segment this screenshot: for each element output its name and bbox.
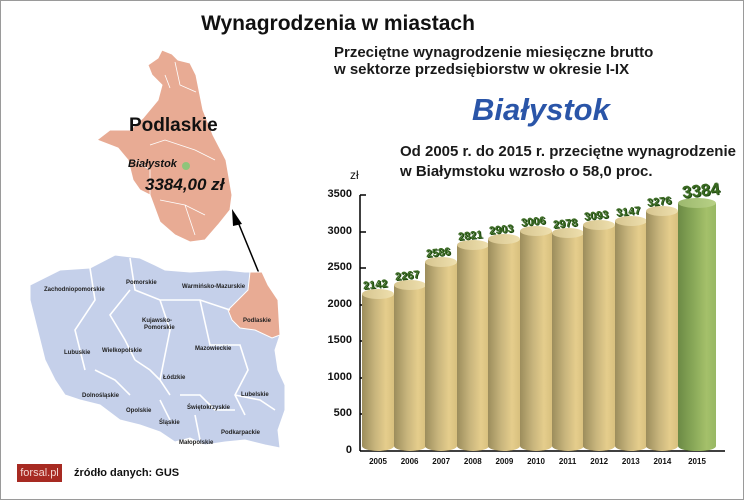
map-label-kujawsko-pomorskie: Pomorskie <box>144 325 175 331</box>
growth-note: Od 2005 r. do 2015 r. przeciętne wynagro… <box>400 142 736 182</box>
bar-2011 <box>551 228 584 451</box>
bar-value-label: 2903 <box>488 222 515 237</box>
map-label-zachodniopomorskie: Zachodniopomorskie <box>44 287 105 293</box>
bar-2008 <box>456 239 489 451</box>
x-tick: 2006 <box>400 457 419 466</box>
map-label-lubelskie: Lubelskie <box>241 392 269 398</box>
x-tick: 2012 <box>590 457 609 466</box>
chart-subtitle: Przeciętne wynagrodzenie miesięczne brut… <box>334 44 653 78</box>
bialystok-marker-icon <box>182 162 190 170</box>
map-label-podkarpackie: Podkarpackie <box>221 430 261 436</box>
bar-value-label: 3147 <box>615 204 641 220</box>
map-label-opolskie: Opolskie <box>126 408 152 414</box>
map-label-kujawsko: Kujawsko- <box>142 318 173 324</box>
bar-value-label: 2821 <box>457 228 483 243</box>
city-title: Białystok <box>472 92 610 127</box>
bar-2005 <box>362 289 394 451</box>
map-label-lodzkie: Łódzkie <box>163 375 186 381</box>
region-name-large: Podlaskie <box>129 115 218 136</box>
y-tick: 1000 <box>327 371 352 383</box>
bar-2013 <box>614 215 647 451</box>
y-tick: 2000 <box>327 298 352 310</box>
bar-cap <box>488 233 521 244</box>
bar-2012 <box>583 219 616 451</box>
bar-2015 <box>678 198 716 451</box>
arrow-icon <box>232 209 242 226</box>
bar-cap <box>520 226 552 237</box>
bar-cap <box>393 280 426 291</box>
bar-2010 <box>520 226 552 451</box>
subtitle-line-1: Przeciętne wynagrodzenie miesięczne brut… <box>334 44 654 61</box>
city-label: Białystok <box>128 158 177 170</box>
map-label-malopolskie: Małopolskie <box>179 440 214 446</box>
y-tick: 500 <box>333 407 352 419</box>
x-tick: 2010 <box>527 457 545 466</box>
map-label-wielkopolskie: Wielkopolskie <box>102 348 142 354</box>
page-title: Wynagrodzenia w miastach <box>201 12 475 35</box>
map-label-podlaskie: Podlaskie <box>243 318 272 324</box>
map-label-slaskie: Śląskie <box>159 420 180 426</box>
bar-cap <box>456 239 489 250</box>
y-axis-unit: zł <box>350 168 359 182</box>
bar-cap <box>678 198 716 209</box>
x-tick: 2011 <box>558 457 577 466</box>
bar-cap <box>646 206 679 217</box>
map-label-dolnoslaskie: Dolnośląskie <box>82 393 120 399</box>
map-label-warminsko-mazurskie: Warmińsko-Mazurskie <box>182 284 246 290</box>
x-tick: 2007 <box>432 457 451 466</box>
city-salary-value: 3384,00 zł <box>145 175 225 194</box>
bar-value-label: 2586 <box>425 245 452 261</box>
y-tick: 3500 <box>327 188 352 200</box>
x-tick: 2014 <box>653 457 672 466</box>
bar-cap <box>425 256 458 267</box>
bar-2007 <box>425 256 458 451</box>
y-tick: 0 <box>345 444 352 456</box>
subtitle-line-2: w sektorze przedsiębiorstw w okresie I-I… <box>334 61 630 78</box>
podlaskie-small-shape <box>227 271 281 339</box>
map-label-swietokrzyskie: Świętokrzyskie <box>187 405 231 411</box>
x-tick: 2005 <box>369 457 387 466</box>
bar-cap <box>583 219 616 230</box>
bar-2009 <box>488 233 521 451</box>
forsal-logo[interactable]: forsal.pl <box>17 464 62 482</box>
x-tick: 2013 <box>621 457 640 466</box>
y-tick: 1500 <box>327 334 352 346</box>
map-label-pomorskie: Pomorskie <box>126 280 157 286</box>
bar-cap <box>362 289 394 300</box>
podlaskie-enlarged-shape <box>95 49 233 243</box>
x-tick: 2008 <box>463 457 482 466</box>
x-tick: 2015 <box>688 457 706 466</box>
map-label-mazowieckie: Mazowieckie <box>195 346 232 352</box>
data-source: źródło danych: GUS <box>74 467 180 479</box>
bar-cap <box>551 228 584 239</box>
growth-line-1: Od 2005 r. do 2015 r. przeciętne wynagro… <box>400 143 736 160</box>
y-tick: 2500 <box>327 261 352 273</box>
map-label-lubuskie: Lubuskie <box>64 350 91 356</box>
y-tick: 3000 <box>327 225 352 237</box>
growth-line-2: w Białymstoku wzrosło o 58,0 proc. <box>400 163 653 180</box>
bar-2006 <box>393 280 426 451</box>
x-tick: 2009 <box>495 457 514 466</box>
bar-cap <box>614 215 647 226</box>
bar-2014 <box>646 206 679 451</box>
bar-value-label: 3093 <box>583 208 610 224</box>
